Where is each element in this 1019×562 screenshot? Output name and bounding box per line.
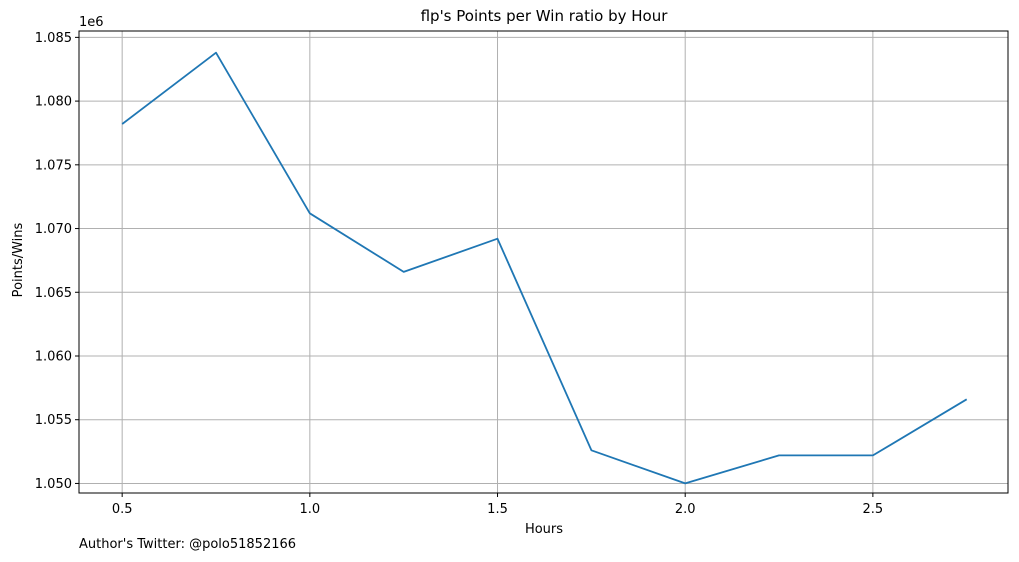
y-tick-label: 1.055: [35, 413, 72, 428]
grid-lines: [79, 31, 1008, 493]
y-axis-ticks: 1.050 1.055 1.060 1.065 1.070 1.075 1.080 1.085: [35, 31, 79, 492]
chart-title: flp's Points per Win ratio by Hour: [421, 7, 669, 25]
y-tick-label: 1.050: [35, 477, 72, 492]
y-tick-label: 1.075: [35, 158, 72, 173]
series-layer: [121, 51, 968, 485]
y-tick-label: 1.065: [35, 286, 72, 301]
series-line: [121, 51, 968, 485]
y-tick-label: 1.085: [35, 31, 72, 46]
x-tick-label: 1.0: [299, 502, 320, 517]
x-tick-label: 1.5: [487, 502, 508, 517]
plot-frame: [78, 30, 1009, 494]
y-offset-label: 1e6: [79, 15, 104, 30]
x-axis-ticks: 0.5 1.0 1.5 2.0 2.5: [112, 493, 883, 517]
x-tick-label: 0.5: [112, 502, 133, 517]
y-tick-label: 1.070: [35, 222, 72, 237]
x-tick-label: 2.0: [675, 502, 696, 517]
x-axis-label: Hours: [525, 522, 563, 537]
x-tick-label: 2.5: [863, 502, 884, 517]
y-tick-label: 1.080: [35, 95, 72, 110]
y-tick-label: 1.060: [35, 349, 72, 364]
author-footer: Author's Twitter: @polo51852166: [79, 537, 297, 552]
y-axis-label: Points/Wins: [11, 222, 26, 297]
